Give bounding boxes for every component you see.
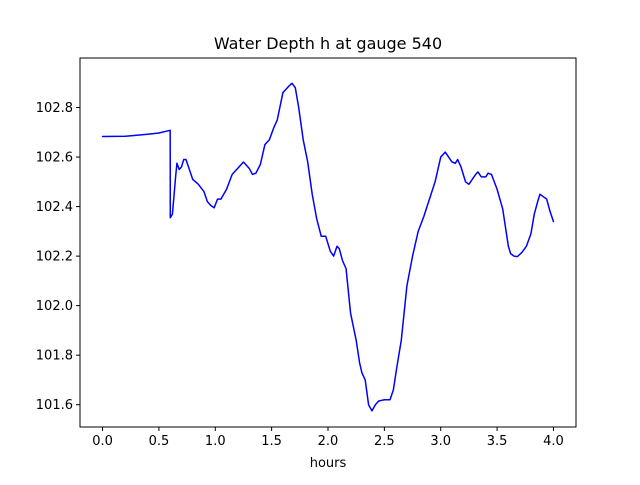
x-tick-label: 1.0 — [205, 434, 226, 449]
y-tick-label: 102.0 — [36, 299, 73, 314]
series-line-1 — [101, 82, 555, 412]
x-tick-label: 2.5 — [374, 434, 395, 449]
y-tick-label: 101.8 — [36, 349, 73, 364]
y-tick-label: 101.6 — [36, 398, 73, 413]
x-tick-label: 3.0 — [430, 434, 451, 449]
x-tick-label: 4.0 — [543, 434, 564, 449]
plot-area — [101, 82, 555, 412]
x-tick-label: 3.5 — [487, 434, 508, 449]
y-tick-label: 102.6 — [36, 151, 73, 166]
x-tick-label: 1.5 — [261, 434, 282, 449]
x-tick-label: 2.0 — [318, 434, 339, 449]
chart-title: Water Depth h at gauge 540 — [214, 34, 442, 53]
x-tick-label: 0.5 — [149, 434, 170, 449]
x-tick-label: 0.0 — [92, 434, 113, 449]
y-tick-label: 102.2 — [36, 250, 73, 265]
y-tick-label: 102.4 — [36, 200, 73, 215]
x-axis-label: hours — [310, 456, 347, 471]
axes: 0.0 0.5 1.0 1.5 2.0 2.5 3.0 3.5 4.0 101.6 101.8 102… — [36, 57, 577, 449]
y-tick-label: 102.8 — [36, 101, 73, 116]
